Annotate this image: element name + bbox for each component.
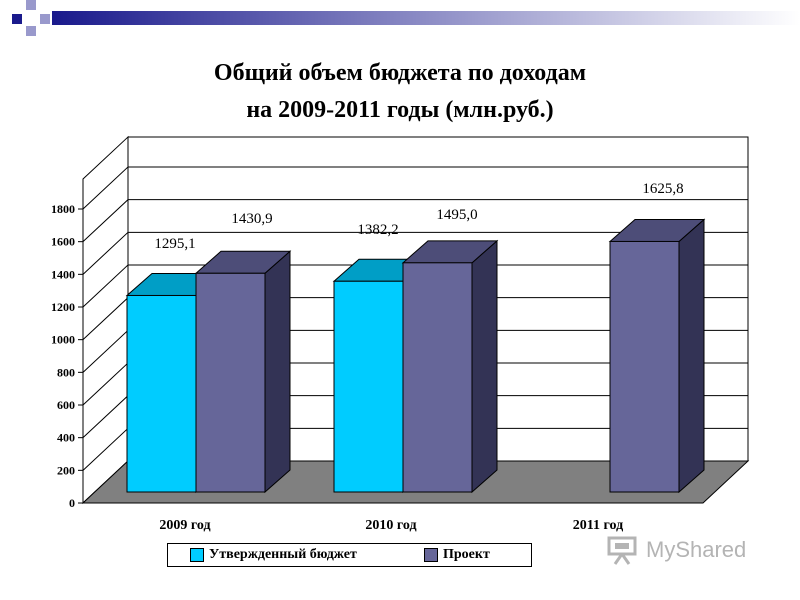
y-tick-label-4: 800 <box>57 365 75 379</box>
x-tick-label-1: 2009 год <box>159 518 210 533</box>
gridline-7 <box>82 231 748 275</box>
bar-project-1-side <box>264 250 291 494</box>
decor-square-light-2 <box>26 26 36 36</box>
chart-title-line-1: Общий объем бюджета по доходам <box>213 60 587 86</box>
legend: Утвержденный бюджет Проект <box>167 543 532 567</box>
watermark: MyShared <box>606 535 746 565</box>
y-tick-label-1: 200 <box>57 463 75 477</box>
y-tick-label-8: 1600 <box>51 235 75 249</box>
presentation-board-icon <box>607 536 637 565</box>
side-wall <box>82 135 129 505</box>
x-tick-label-2: 2010 год <box>365 518 416 533</box>
decor-square-light-3 <box>40 14 50 24</box>
legend-item-approved: Утвержденный бюджет <box>190 547 357 563</box>
legend-swatch-approved <box>190 548 204 562</box>
watermark-text: MyShared <box>646 537 747 562</box>
y-tick-label-5: 1000 <box>51 333 75 347</box>
data-label-bar-project-2: 1495,0 <box>436 207 477 223</box>
legend-label-approved: Утвержденный бюджет <box>209 547 357 562</box>
legend-item-project: Проект <box>424 547 490 563</box>
decor-square-dark <box>12 14 22 24</box>
decor-gradient-bar <box>52 11 800 25</box>
data-label-bar-project-3: 1625,8 <box>642 181 683 197</box>
gridline-8 <box>82 199 748 243</box>
chart-title-line-2: на 2009-2011 годы (млн.руб.) <box>246 97 554 123</box>
y-axis: 0 200 400 600 800 1000 1200 1400 1600 1800 <box>51 179 84 510</box>
bar-project-2-side <box>471 239 498 494</box>
data-labels: 1295,1 1430,9 1382,2 1495,0 1625,8 <box>154 181 683 252</box>
y-tick-label-6: 1200 <box>51 300 75 314</box>
legend-label-project: Проект <box>443 547 490 562</box>
gridline-6 <box>82 264 748 308</box>
bar-project-3 <box>609 240 680 493</box>
data-label-bar-project-1: 1430,9 <box>231 211 272 227</box>
bars <box>125 218 706 494</box>
y-tick-label-3: 600 <box>57 398 75 412</box>
data-label-bar-approved-2: 1382,2 <box>357 222 398 238</box>
bar-project-3-side <box>678 218 705 494</box>
y-tick-label-7: 1400 <box>51 267 75 281</box>
y-tick-label-0: 0 <box>69 496 75 510</box>
legend-swatch-project <box>424 548 438 562</box>
x-axis: 2009 год 2010 год 2011 год <box>159 518 623 533</box>
slide-decoration <box>12 0 800 36</box>
data-label-bar-approved-1: 1295,1 <box>154 236 195 252</box>
decor-square-light-1 <box>26 0 36 10</box>
y-tick-label-9: 1800 <box>51 202 75 216</box>
bar-project-1 <box>195 272 266 493</box>
bar-project-2 <box>402 262 473 493</box>
y-tick-label-2: 400 <box>57 431 75 445</box>
bar-approved-1 <box>126 294 197 493</box>
gridline-9 <box>82 166 748 210</box>
bar-approved-2 <box>333 280 404 493</box>
x-tick-label-3: 2011 год <box>573 518 623 533</box>
